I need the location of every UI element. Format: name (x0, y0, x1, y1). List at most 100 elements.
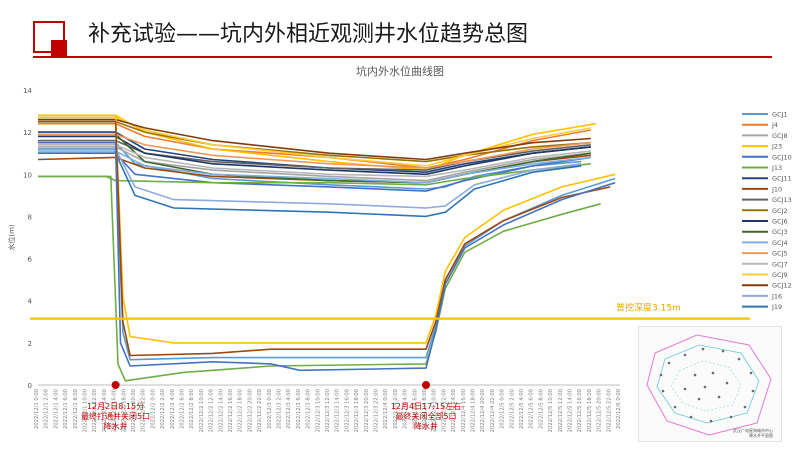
chart-legend: GCJ1 J4 GCJ8 J23 GCJ10 J13 GCJ11 J10 GCJ13 GCJ2 GC… (742, 111, 792, 311)
x-tick-labels: 2022/12/1 0:00 2022/12/1 2:00 2022/12/1 4:… (34, 389, 622, 432)
x-tick-label: 2022/12/4 4:00 (403, 389, 409, 429)
series-line-gcj13 (38, 139, 591, 171)
pit-outline-outer (646, 334, 772, 436)
x-tick-label: 2022/12/4 20:00 (480, 389, 486, 432)
legend-label: GCJ9 (772, 271, 788, 279)
y-tick-label: 4 (28, 298, 33, 306)
excavation-depth-label: 普挖深度3.15m (616, 302, 681, 314)
x-tick-label: 2022/12/4 16:00 (461, 389, 467, 432)
legend-label: GCJ5 (772, 250, 788, 258)
pit-outline-core (670, 360, 742, 412)
x-tick-label: 2022/12/3 2:00 (277, 389, 283, 429)
legend-label: J4 (771, 121, 778, 129)
x-tick-label: 2022/12/4 0:00 (383, 389, 389, 429)
series-line-inner (38, 141, 616, 372)
well-dot (673, 405, 677, 409)
well-dot (751, 389, 755, 393)
logo-outline (33, 21, 65, 53)
well-dot (725, 381, 729, 385)
x-tick-label: 2022/12/3 0:00 (267, 389, 273, 429)
x-tick-label: 2022/12/4 18:00 (471, 389, 477, 432)
legend-label: J23 (771, 143, 782, 151)
series-line-inner (38, 175, 601, 382)
x-tick-label: 2022/12/5 16:00 (577, 389, 583, 432)
y-tick-label: 14 (23, 87, 32, 95)
series-line-j19 (38, 152, 582, 218)
legend-label: J19 (771, 303, 782, 311)
x-tick-label: 2022/12/2 6:00 (180, 389, 186, 429)
well-dot (709, 419, 713, 423)
logo-square (51, 40, 67, 56)
well-dot (701, 347, 705, 351)
series-line-inner (38, 114, 616, 344)
x-tick-label: 2022/12/2 18:00 (238, 389, 244, 432)
x-tick-label: 2022/12/1 0:00 (34, 389, 40, 429)
x-tick-label: 2022/12/2 12:00 (209, 389, 215, 432)
series-layer (37, 114, 616, 382)
site-plan-inset: 武汉广电星海城市中心 降水井平面图 (638, 326, 782, 442)
series-line-gcj2 (38, 120, 591, 163)
x-tick-label: 2022/12/4 22:00 (490, 389, 496, 432)
y-tick-label: 6 (28, 256, 33, 264)
x-tick-label: 2022/12/2 10:00 (199, 389, 205, 432)
well-dot (659, 373, 663, 377)
legend-label: GCJ8 (772, 132, 788, 140)
title-underline (33, 56, 772, 58)
legend-label: J10 (771, 185, 782, 193)
x-tick-label: 2022/12/2 20:00 (247, 389, 253, 432)
legend-label: GCJ11 (772, 175, 792, 183)
x-tick-label: 2022/12/1 14:00 (102, 389, 108, 432)
x-tick-label: 2022/12/4 6:00 (412, 389, 418, 429)
y-tick-label: 12 (23, 129, 32, 137)
x-tick-label: 2022/12/5 0:00 (500, 389, 506, 429)
x-tick-label: 2022/12/2 8:00 (189, 389, 195, 429)
water-level-chart: 坑内外水位曲线图 0 2 4 6 8 10 12 14 水位(m) 普挖深度3.15m 2022… (7, 64, 792, 432)
x-tick-label: 2022/12/3 8:00 (306, 389, 312, 429)
x-tick-label: 2022/12/1 6:00 (63, 389, 69, 429)
x-tick-label: 2022/12/5 10:00 (548, 389, 554, 432)
site-plan-drawing (646, 334, 772, 436)
series-line-gcj12 (38, 118, 591, 161)
y-axis-label: 水位(m) (7, 224, 16, 251)
series-line-gcj3 (38, 133, 592, 184)
x-tick-label: 2022/12/2 14:00 (218, 389, 224, 432)
event-marker-label: 12月4日17:15左右最终关闭全部5口降水井 (391, 401, 461, 431)
x-tick-label: 2022/12/3 20:00 (364, 389, 370, 432)
legend-label: GCJ12 (772, 282, 792, 290)
site-plan-caption: 武汉广电星海城市中心 降水井平面图 (733, 428, 773, 438)
x-tick-label: 2022/12/2 4:00 (170, 389, 176, 429)
well-dot (703, 385, 707, 389)
legend-label: GCJ4 (772, 239, 788, 247)
x-tick-label: 2022/12/1 10:00 (83, 389, 89, 432)
x-tick-label: 2022/12/1 20:00 (131, 389, 137, 432)
x-tick-label: 2022/12/1 2:00 (44, 389, 50, 429)
x-tick-label: 2022/12/4 10:00 (432, 389, 438, 432)
series-line-gcj7 (38, 144, 591, 178)
well-dot (667, 361, 671, 365)
series-line-j16 (38, 148, 582, 209)
event-markers: 12月2日8:15分最终打通并关闭5口降水井 12月4日17:15左右最终关闭全部… (81, 381, 461, 431)
x-tick-label: 2022/12/5 14:00 (568, 389, 574, 432)
legend-label: GCJ7 (772, 260, 788, 268)
reference-line-layer: 普挖深度3.15m (30, 302, 750, 320)
x-tick-label: 2022/12/1 4:00 (53, 389, 59, 429)
x-tick-label: 2022/12/1 18:00 (121, 389, 127, 432)
y-tick-label: 2 (28, 340, 32, 348)
y-tick-label: 10 (23, 171, 32, 179)
series-line-gcj1 (38, 141, 582, 190)
legend-label: J16 (771, 292, 782, 300)
y-tick-label: 8 (28, 213, 32, 221)
well-dot (711, 371, 715, 375)
x-tick-label: 2022/12/3 4:00 (286, 389, 292, 429)
x-tick-label: 2022/12/2 2:00 (160, 389, 166, 429)
x-tick-label: 2022/12/3 16:00 (344, 389, 350, 432)
chart-title: 坑内外水位曲线图 (356, 64, 444, 78)
x-tick-label: 2022/12/1 22:00 (141, 389, 147, 432)
x-tick-label: 2022/12/2 22:00 (257, 389, 263, 432)
series-line-gcj8 (38, 146, 591, 182)
x-tick-label: 2022/12/5 20:00 (597, 389, 603, 432)
x-tick-label: 2022/12/4 12:00 (441, 389, 447, 432)
x-tick-label: 2022/12/5 2:00 (509, 389, 515, 429)
x-tick-label: 2022/12/5 12:00 (558, 389, 564, 432)
x-tick-label: 2022/12/3 22:00 (374, 389, 380, 432)
